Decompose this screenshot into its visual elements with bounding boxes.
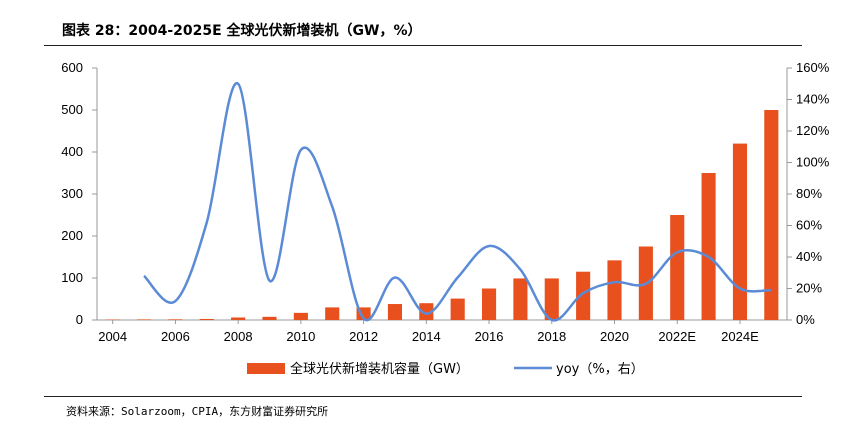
bar bbox=[262, 316, 277, 320]
bar bbox=[450, 298, 465, 320]
y-left-tick-label: 600 bbox=[61, 60, 83, 75]
x-tick-label: 2008 bbox=[224, 329, 253, 344]
bar bbox=[136, 319, 152, 320]
y-left-tick-label: 100 bbox=[61, 270, 83, 285]
bar bbox=[231, 317, 246, 320]
bar bbox=[701, 173, 716, 320]
x-tick-label: 2010 bbox=[286, 329, 315, 344]
y-right-tick-label: 100% bbox=[796, 155, 830, 170]
bar bbox=[419, 303, 434, 320]
bar bbox=[199, 318, 214, 320]
bar-series bbox=[105, 110, 779, 320]
bar bbox=[764, 110, 779, 320]
y-right-tick-label: 0% bbox=[796, 312, 815, 327]
bar bbox=[576, 271, 591, 320]
y-left-tick-label: 300 bbox=[61, 186, 83, 201]
bar bbox=[607, 260, 622, 320]
y-left-tick-label: 400 bbox=[61, 144, 83, 159]
chart-title: 图表 28：2004-2025E 全球光伏新增装机（GW，%） bbox=[62, 23, 422, 39]
legend: 全球光伏新增装机容量（GW） yoy（%，右） bbox=[247, 361, 644, 377]
y-left-tick-label: 0 bbox=[76, 312, 83, 327]
bar bbox=[168, 319, 183, 320]
bar bbox=[293, 312, 308, 320]
y-right-tick-label: 20% bbox=[796, 281, 822, 296]
source-divider bbox=[44, 396, 802, 397]
x-tick-label: 2018 bbox=[537, 329, 566, 344]
legend-bar-label: 全球光伏新增装机容量（GW） bbox=[290, 361, 469, 377]
y-right-tick-label: 160% bbox=[796, 60, 830, 75]
bar bbox=[544, 278, 559, 320]
legend-line-label: yoy（%，右） bbox=[556, 362, 644, 377]
y-left-tick-label: 500 bbox=[61, 102, 83, 117]
x-tick-label: 2006 bbox=[161, 329, 190, 344]
title-divider bbox=[44, 45, 802, 46]
bar bbox=[732, 143, 748, 320]
y-right-tick-label: 80% bbox=[796, 186, 822, 201]
bar bbox=[387, 304, 403, 320]
y-right-tick-label: 140% bbox=[796, 92, 830, 107]
y-right-tick-label: 120% bbox=[796, 123, 830, 138]
x-tick-label: 2004 bbox=[98, 329, 127, 344]
axes bbox=[92, 67, 792, 324]
x-tick-label: 2022E bbox=[658, 329, 696, 344]
x-tick-label: 2020 bbox=[600, 329, 629, 344]
y-right-tick-label: 40% bbox=[796, 249, 822, 264]
y-left-tick-label: 200 bbox=[61, 228, 83, 243]
x-tick-label: 2012 bbox=[349, 329, 378, 344]
bar bbox=[513, 278, 528, 320]
line-series bbox=[143, 82, 772, 322]
tick-labels: 0 100 200 300 400 500 600 0% 20% 40% 60% 80% 100% 120… bbox=[61, 60, 829, 344]
x-tick-label: 2024E bbox=[721, 329, 759, 344]
legend-bar-swatch bbox=[247, 363, 285, 374]
x-tick-label: 2016 bbox=[475, 329, 504, 344]
yoy-line bbox=[143, 82, 772, 322]
bar bbox=[670, 215, 685, 320]
x-tick-label: 2014 bbox=[412, 329, 441, 344]
bar bbox=[481, 288, 497, 320]
bar bbox=[325, 307, 340, 320]
y-right-tick-label: 60% bbox=[796, 218, 822, 233]
source-note: 资料来源：Solarzoom，CPIA，东方财富证券研究所 bbox=[66, 405, 329, 418]
